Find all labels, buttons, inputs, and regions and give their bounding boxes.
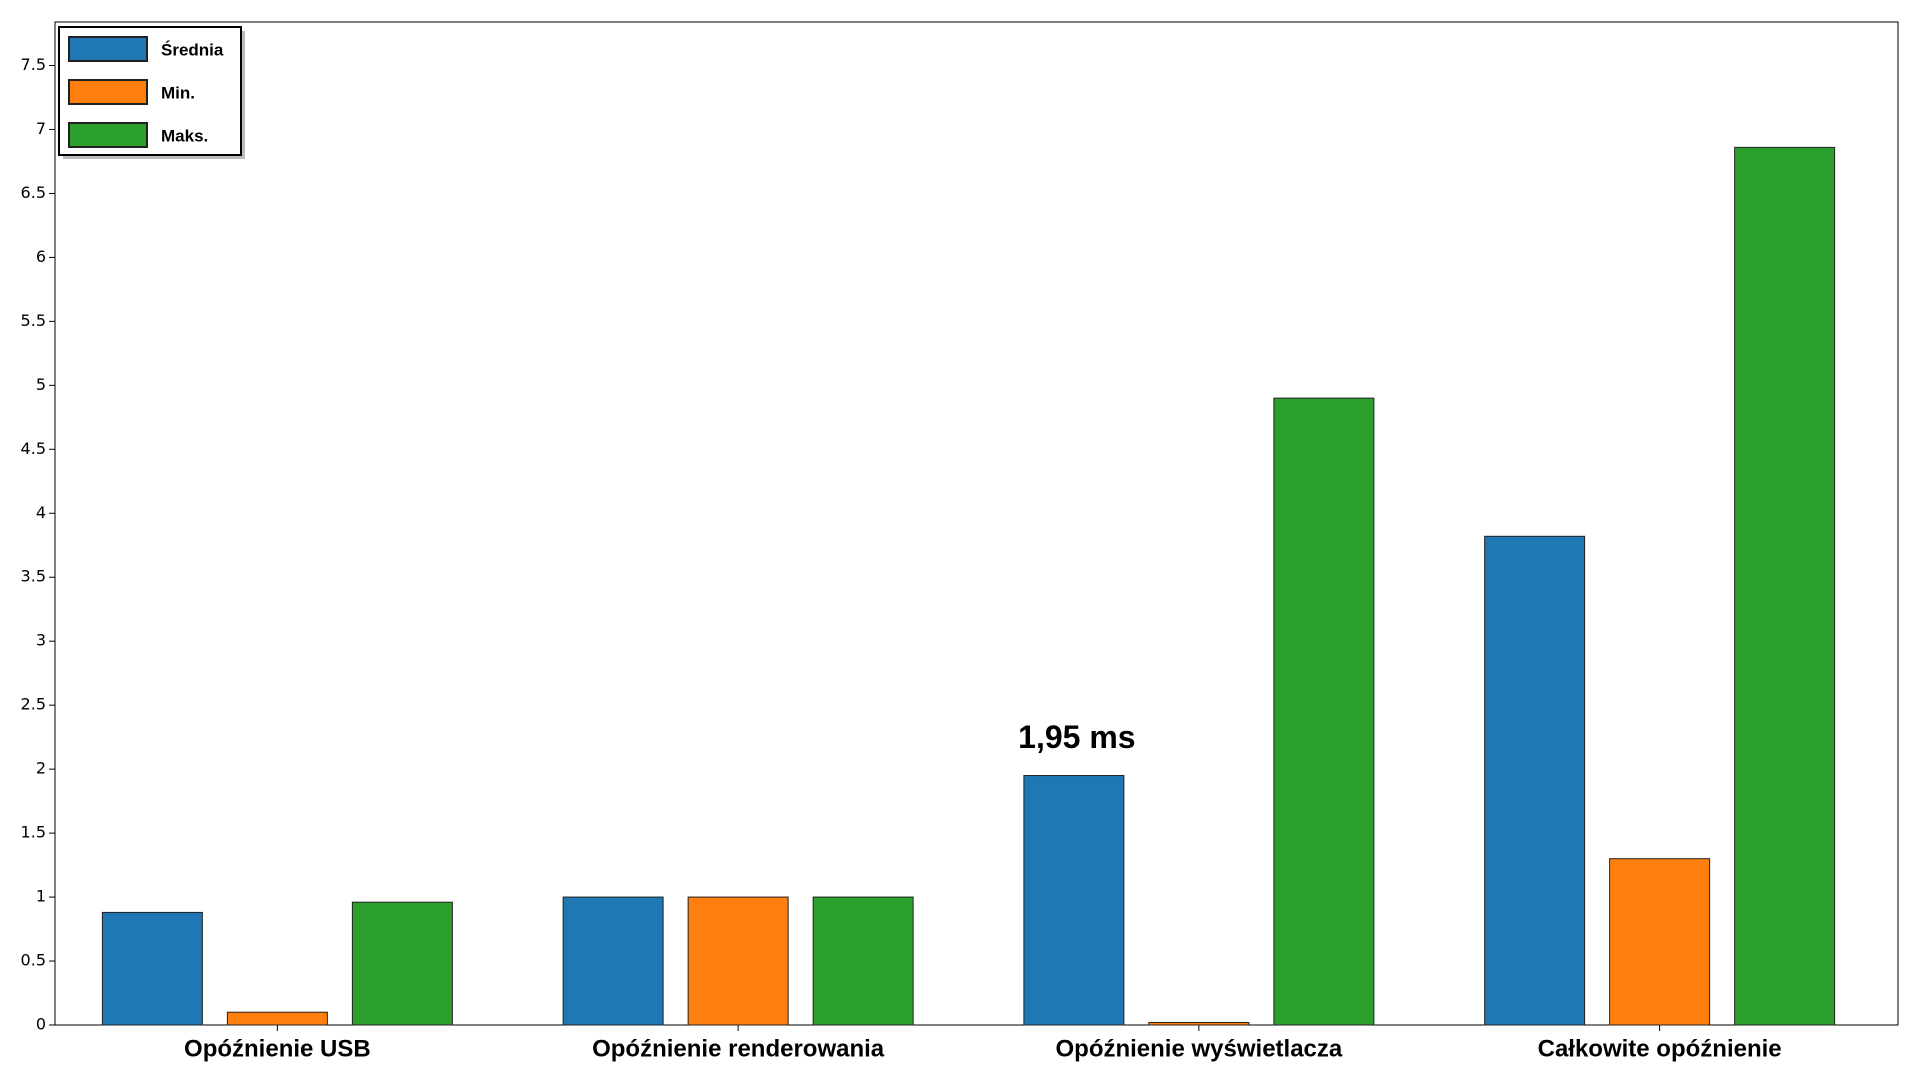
bar	[1023, 775, 1125, 1026]
y-tick-label: 1.5	[21, 823, 46, 842]
bar	[101, 911, 203, 1026]
legend-swatch	[68, 79, 148, 105]
y-tick-label: 7.5	[21, 55, 46, 74]
y-tick-label: 7	[36, 119, 46, 138]
y-tick-label: 4	[36, 503, 46, 522]
bar	[226, 1011, 328, 1026]
bar	[1484, 535, 1586, 1026]
y-tick-label: 2	[36, 759, 46, 778]
legend-label: Średnia	[161, 40, 224, 59]
bar	[562, 896, 664, 1026]
x-tick-label: Opóźnienie USB	[184, 1035, 371, 1062]
bar	[351, 901, 453, 1026]
x-tick-label: Opóźnienie wyświetlacza	[1055, 1035, 1342, 1062]
y-tick-label: 5	[36, 375, 46, 394]
bar	[812, 896, 914, 1026]
value-label: 1,95 ms	[1018, 719, 1135, 755]
y-tick-label: 0.5	[21, 951, 46, 970]
legend-swatch	[68, 122, 148, 148]
bar	[1734, 146, 1836, 1026]
y-tick-label: 4.5	[21, 439, 46, 458]
y-tick-label: 5.5	[21, 311, 46, 330]
bar	[1148, 1021, 1250, 1026]
bar	[1273, 397, 1375, 1026]
bar	[1609, 858, 1711, 1026]
y-tick-label: 6	[36, 247, 46, 266]
x-tick-label: Opóźnienie renderowania	[592, 1035, 885, 1062]
legend-label: Maks.	[161, 126, 208, 145]
y-tick-label: 2.5	[21, 695, 46, 714]
y-tick-label: 3.5	[21, 567, 46, 586]
y-tick-label: 0	[36, 1015, 46, 1034]
x-tick-label: Całkowite opóźnienie	[1538, 1035, 1782, 1062]
legend-swatch	[68, 36, 148, 62]
y-tick-label: 1	[36, 887, 46, 906]
legend-label: Min.	[161, 83, 195, 102]
plot-frame	[54, 21, 1899, 1026]
y-tick-label: 3	[36, 631, 46, 650]
y-tick-label: 6.5	[21, 183, 46, 202]
bar	[687, 896, 789, 1026]
